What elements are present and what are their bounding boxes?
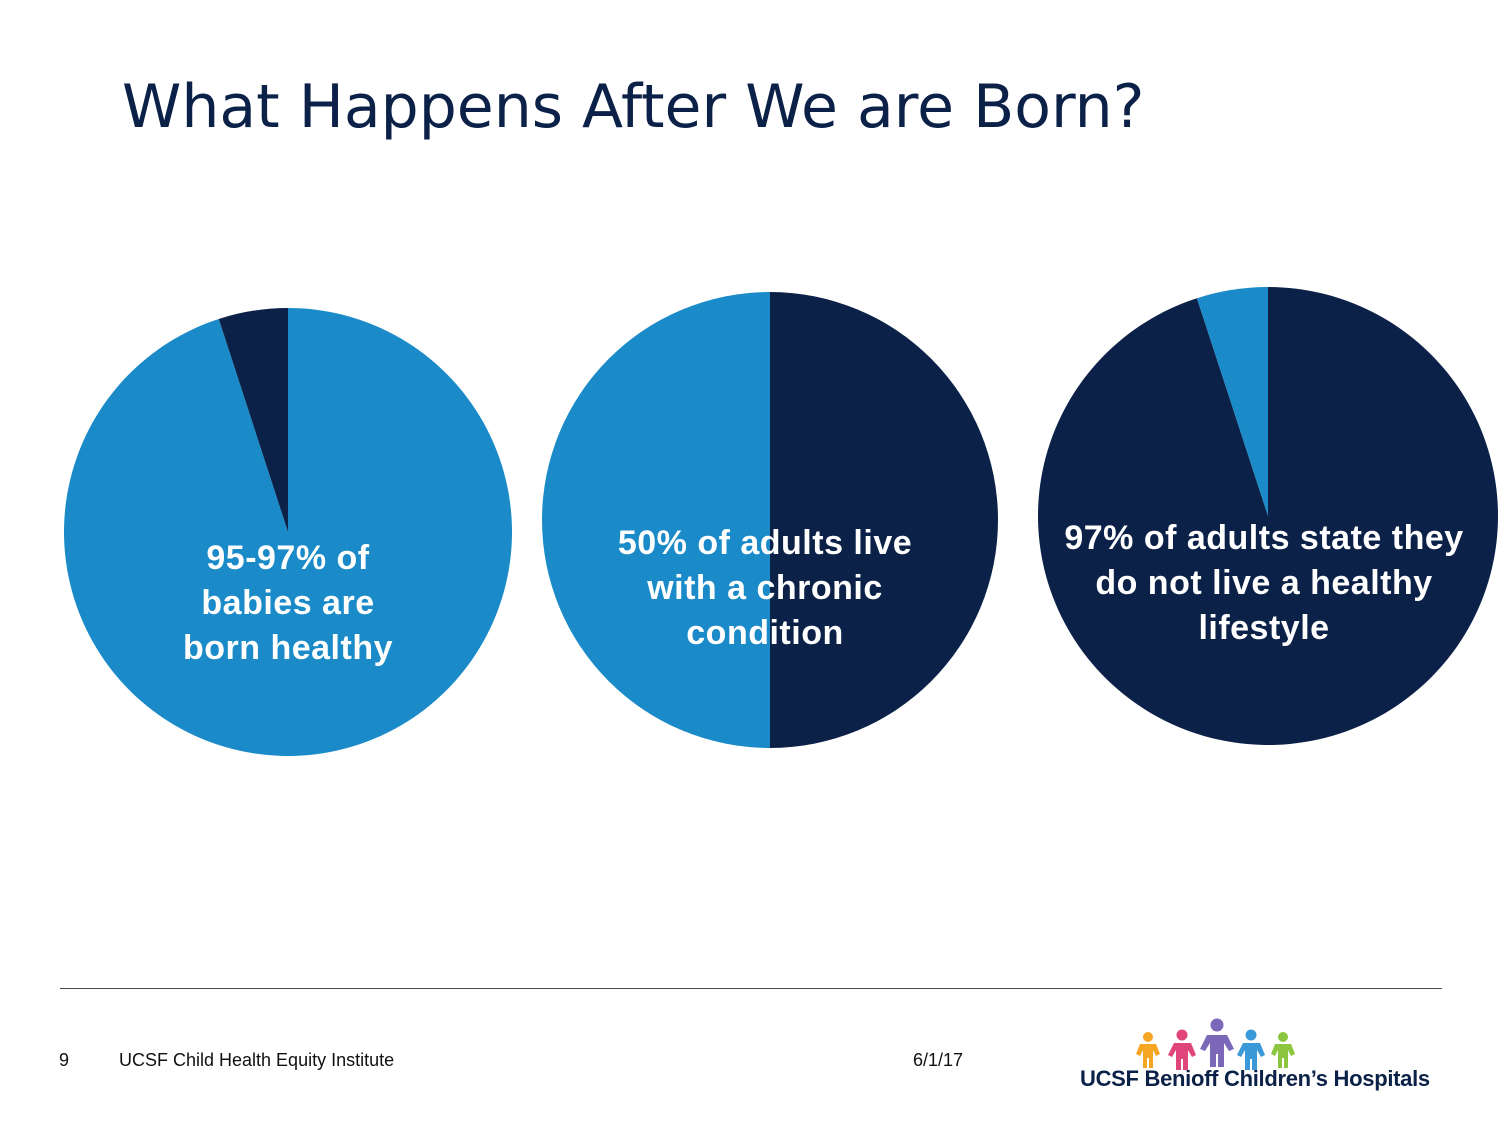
pie-1-slice-2 [218, 308, 288, 532]
pie-1-svg [63, 308, 512, 756]
pie-chart-babies: 95-97% of babies are born healthy [63, 308, 512, 756]
pie-chart-lifestyle: 97% of adults state they do not live a h… [1038, 287, 1498, 745]
child-figure-orange [1136, 1032, 1160, 1068]
pie-2-slice-1 [770, 292, 998, 748]
pie-3-slice-2 [1196, 287, 1268, 516]
child-figure-pink [1168, 1029, 1196, 1070]
pie-1-caption-line: babies are [201, 584, 375, 622]
pie-3-caption-line: 97% of adults state they [1064, 519, 1464, 557]
pie-2-caption: 50% of adults live with a chronic condit… [532, 521, 998, 656]
child-figure-blue [1237, 1029, 1265, 1070]
pie-1-slice-1 [63, 308, 512, 756]
pie-2-caption-line: with a chronic [647, 569, 883, 607]
child-figure-green [1271, 1032, 1295, 1068]
pie-3-caption-line: do not live a healthy [1095, 564, 1433, 602]
page-number: 9 [59, 1050, 70, 1070]
footer-date: 6/1/17 [913, 1050, 964, 1070]
children-figures-logo-icon [1136, 1018, 1295, 1070]
pie-1-caption: 95-97% of babies are born healthy [64, 536, 512, 671]
pie-2-svg [542, 292, 998, 748]
pie-3-svg [1038, 287, 1498, 745]
pie-2-slice-2 [542, 292, 770, 748]
ucsf-logo-wordmark: UCSF Benioff Children’s Hospitals [1080, 1066, 1430, 1091]
pie-3-caption: 97% of adults state they do not live a h… [1030, 516, 1498, 651]
slide-title: What Happens After We are Born? [122, 72, 1145, 142]
pie-chart-chronic: 50% of adults live with a chronic condit… [542, 292, 998, 748]
footer-divider [60, 988, 1442, 989]
child-figure-purple [1200, 1018, 1234, 1067]
pie-3-caption-line: lifestyle [1198, 609, 1330, 647]
pie-2-caption-line: condition [686, 614, 844, 652]
pie-1-caption-line: 95-97% of [206, 539, 370, 577]
pie-1-caption-line: born healthy [182, 629, 394, 667]
footer-organization: UCSF Child Health Equity Institute [119, 1050, 395, 1070]
pie-2-caption-line: 50% of adults live [617, 524, 913, 562]
